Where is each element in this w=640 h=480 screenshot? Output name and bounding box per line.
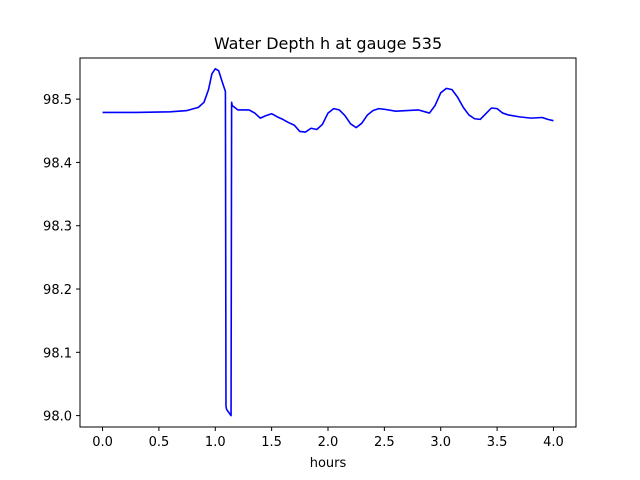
- y-tick-label: 98.5: [43, 93, 72, 108]
- chart-title: Water Depth h at gauge 535: [214, 34, 442, 53]
- y-tick-label: 98.4: [43, 156, 72, 171]
- y-tick-label: 98.0: [43, 410, 72, 425]
- x-tick-label: 0.0: [92, 435, 113, 450]
- y-axis-ticks: 98.0 98.1 98.2 98.3 98.4 98.5: [43, 93, 80, 425]
- x-tick-label: 3.0: [430, 435, 451, 450]
- y-tick-label: 98.3: [43, 220, 72, 235]
- x-tick-label: 1.0: [205, 435, 226, 450]
- x-tick-label: 4.0: [543, 435, 564, 450]
- x-tick-label: 0.5: [149, 435, 170, 450]
- x-tick-label: 2.5: [374, 435, 395, 450]
- x-tick-label: 2.0: [318, 435, 339, 450]
- x-axis-label: hours: [310, 456, 347, 471]
- series-line-water-depth: [102, 67, 554, 417]
- x-tick-label: 1.5: [261, 435, 282, 450]
- x-axis-ticks: 0.0 0.5 1.0 1.5 2.0 2.5 3.0 3.5 4.0: [92, 427, 564, 450]
- y-tick-label: 98.2: [43, 283, 72, 298]
- x-tick-label: 3.5: [487, 435, 508, 450]
- y-tick-label: 98.1: [43, 346, 72, 361]
